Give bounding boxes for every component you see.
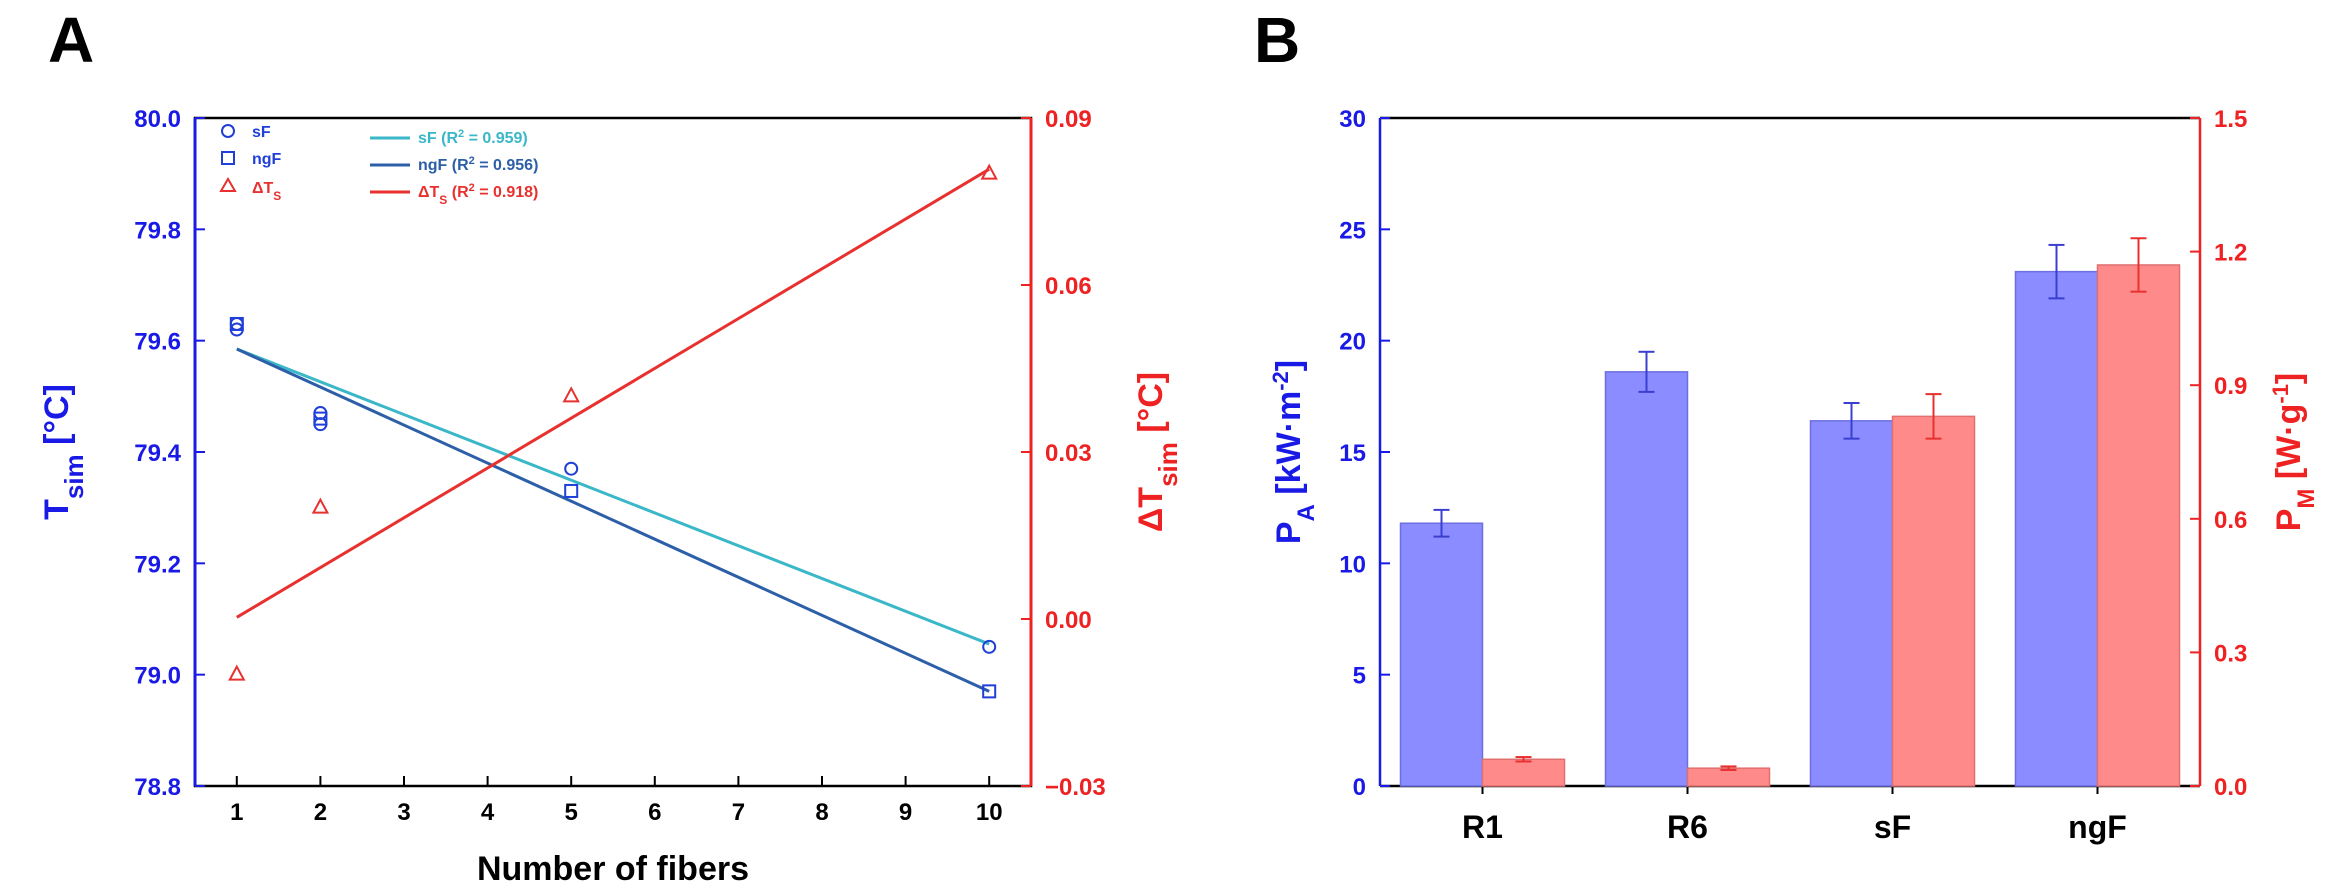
category-label: R6 [1667, 809, 1708, 845]
panel-a-right-axis-title: ΔTsim [°C] [1132, 372, 1183, 532]
left-y-tick-label: 15 [1339, 440, 1366, 467]
panel-letter-b: B [1254, 4, 1300, 76]
fit-line-ngf [236, 347, 990, 693]
left-y-tick-label: 20 [1339, 329, 1366, 356]
left-y-tick-label: 0 [1353, 774, 1366, 801]
left-y-tick-label: 10 [1339, 551, 1366, 578]
data-point-sf [564, 461, 579, 476]
left-y-tick-label: 78.8 [134, 774, 181, 801]
legend-label-ngf: ngF [252, 151, 282, 168]
right-y-tick-label: 0.06 [1045, 273, 1092, 300]
x-tick-label: 10 [976, 799, 1003, 826]
category-label: ngF [2068, 809, 2127, 845]
bar-p-m-r1 [1481, 758, 1566, 787]
right-y-tick-label: 1.5 [2214, 106, 2247, 133]
left-y-tick-label: 79.6 [134, 329, 181, 356]
bar-p-m-ngf [2096, 264, 2181, 787]
x-tick-label: 8 [815, 799, 828, 826]
x-tick-label: 9 [899, 799, 912, 826]
legend-marker-delta-ts [219, 177, 237, 192]
right-y-tick-label: 0.3 [2214, 640, 2247, 667]
data-point-delta-ts [228, 664, 246, 681]
data-point-delta-ts [980, 163, 998, 180]
x-tick-label: 6 [648, 799, 661, 826]
right-y-tick-label: 0.9 [2214, 373, 2247, 400]
legend-label-sf: sF [252, 124, 271, 141]
right-y-tick-label: 0.03 [1045, 440, 1092, 467]
panel-a-left-axis-title: Tsim [°C] [38, 384, 89, 520]
left-y-tick-label: 79.4 [134, 440, 181, 467]
bar-p-a-ngf [2014, 270, 2099, 787]
bar-p-a-r6 [1604, 371, 1689, 787]
right-y-tick-label: 0.6 [2214, 507, 2247, 534]
right-y-tick-label: 0.00 [1045, 607, 1092, 634]
panel-b-right-axis-title: PM [W·g-1] [2268, 373, 2320, 532]
left-y-tick-label: 79.0 [134, 663, 181, 690]
legend-label-ngf-fit: ngF (R2 = 0.956) [418, 155, 538, 174]
left-y-tick-label: 79.2 [134, 551, 181, 578]
panel-a-scatter-chart: 1 2 3 4 5 6 7 8 9 10 78.8 79.0 79.2 79.4 79.6 79.8 80.0 −… [38, 106, 1183, 888]
left-y-tick-label: 25 [1339, 217, 1366, 244]
data-point-ngf [229, 316, 244, 331]
category-label: sF [1874, 809, 1911, 845]
x-tick-label: 2 [314, 799, 327, 826]
x-tick-label: 1 [230, 799, 243, 826]
right-y-tick-label: 0.09 [1045, 106, 1092, 133]
right-y-tick-label: 1.2 [2214, 240, 2247, 267]
legend-marker-ngf [221, 151, 235, 165]
x-tick-label: 7 [732, 799, 745, 826]
x-tick-label: 3 [397, 799, 410, 826]
data-point-sf [982, 639, 997, 654]
left-y-tick-label: 80.0 [134, 106, 181, 133]
panel-a-x-axis-title: Number of fibers [477, 850, 749, 888]
bar-p-a-sf [1809, 420, 1894, 787]
x-tick-label: 4 [481, 799, 495, 826]
data-point-ngf [982, 684, 997, 699]
legend-label-delta-ts-fit: ΔTS (R2 = 0.918) [418, 182, 538, 207]
left-y-tick-label: 5 [1353, 663, 1366, 690]
fit-line-sf [236, 347, 990, 646]
right-y-tick-label: 0.0 [2214, 774, 2247, 801]
bar-p-a-r1 [1399, 522, 1484, 787]
panel-letter-a: A [48, 4, 94, 76]
panel-b-left-axis-title: PA [kW·m-2] [1268, 360, 1320, 544]
fit-line-delta-ts [236, 167, 990, 619]
data-point-delta-ts [311, 497, 330, 514]
bar-p-m-sf [1891, 415, 1976, 787]
legend-marker-sf [221, 124, 235, 138]
panel-a-legend: sF ngF ΔTS sF (R2 = 0.959) ngF (R2 = 0.9… [219, 124, 538, 207]
left-y-tick-label: 30 [1339, 106, 1366, 133]
x-tick-label: 5 [565, 799, 578, 826]
legend-label-sf-fit: sF (R2 = 0.959) [418, 128, 528, 147]
category-label: R1 [1462, 809, 1503, 845]
legend-label-delta-ts: ΔTS [252, 180, 281, 203]
left-y-tick-label: 79.8 [134, 217, 181, 244]
right-y-tick-label: −0.03 [1045, 774, 1106, 801]
data-point-ngf [564, 483, 579, 498]
data-point-delta-ts [562, 386, 580, 403]
data-point-ngf [313, 411, 328, 426]
